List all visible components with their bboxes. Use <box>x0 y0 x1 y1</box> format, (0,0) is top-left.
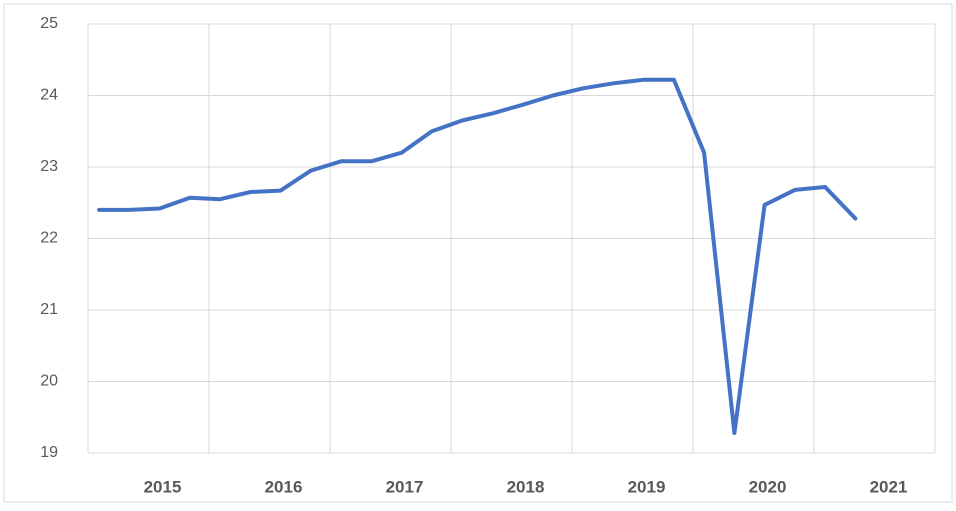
y-tick-label: 25 <box>40 15 58 32</box>
x-tick-label: 2018 <box>507 477 545 496</box>
y-tick-label: 23 <box>40 158 58 175</box>
y-tick-label: 21 <box>40 301 58 318</box>
x-tick-label: 2015 <box>144 477 182 496</box>
y-tick-label: 22 <box>40 230 58 247</box>
x-tick-label: 2019 <box>628 477 666 496</box>
x-tick-label: 2020 <box>749 477 787 496</box>
y-tick-label: 24 <box>40 87 58 104</box>
y-tick-label: 20 <box>40 373 58 390</box>
chart-border <box>3 3 953 503</box>
x-tick-label: 2016 <box>265 477 303 496</box>
y-tick-label: 19 <box>40 444 58 461</box>
x-tick-label: 2017 <box>386 477 424 496</box>
x-tick-label: 2021 <box>870 477 908 496</box>
data-line <box>97 77 858 435</box>
